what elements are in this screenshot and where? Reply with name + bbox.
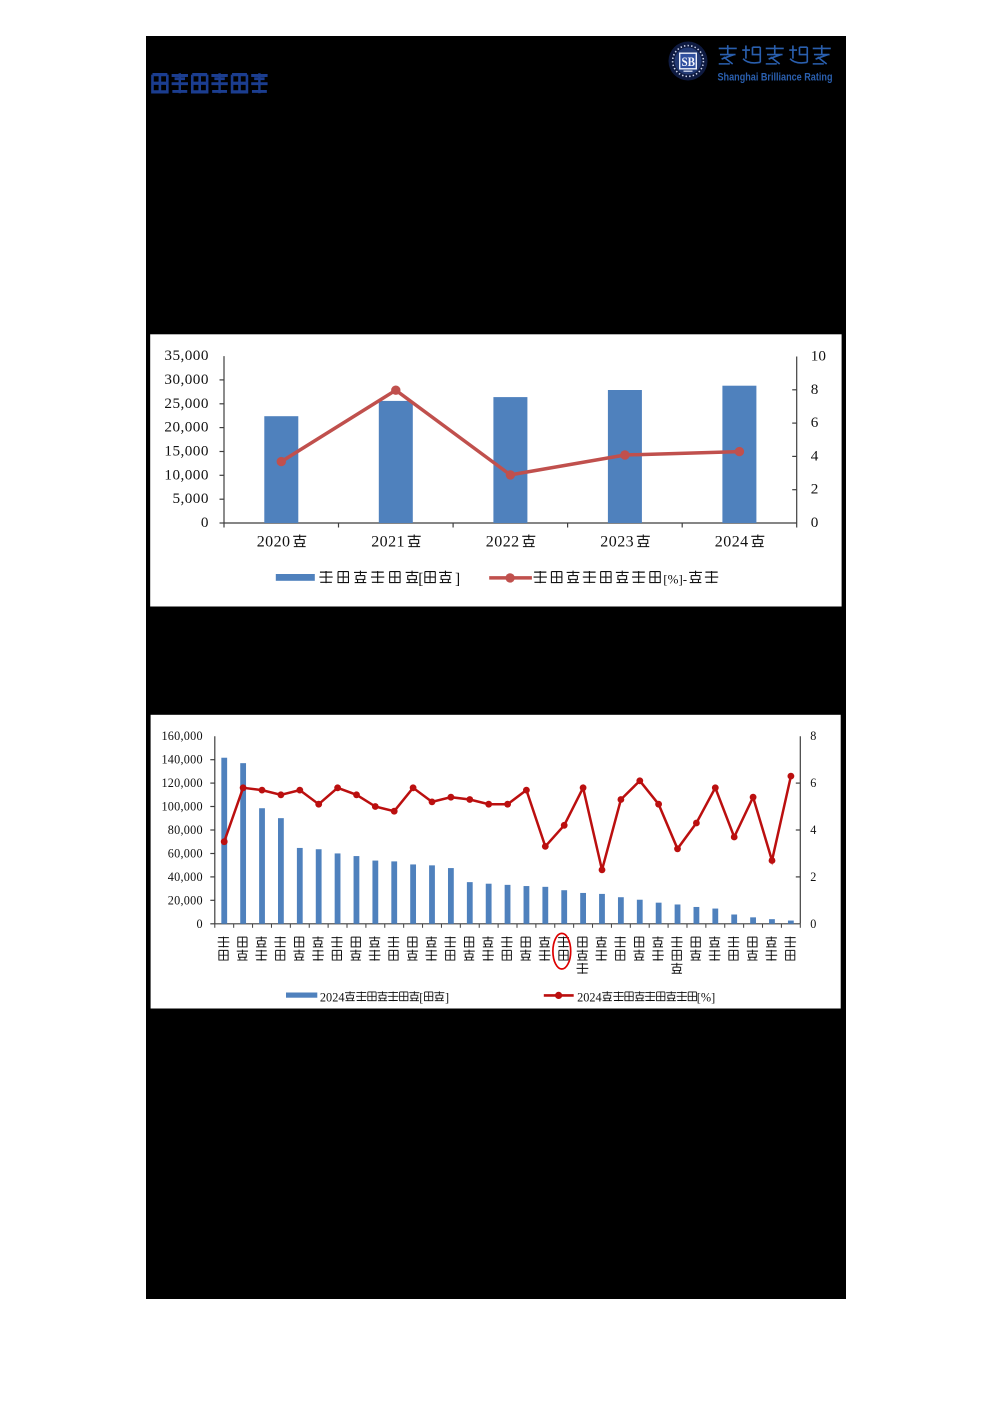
svg-text:2024: 2024: [320, 990, 345, 1004]
svg-text:15,000: 15,000: [164, 443, 208, 460]
svg-text:[%]: [%]: [697, 990, 715, 1004]
svg-text:20,000: 20,000: [168, 893, 203, 907]
svg-text:2024: 2024: [715, 533, 749, 550]
svg-text:40,000: 40,000: [168, 870, 203, 884]
svg-text:4: 4: [810, 823, 816, 837]
svg-text:2023: 2023: [600, 533, 634, 550]
svg-text:4: 4: [811, 447, 819, 464]
svg-text:6: 6: [810, 776, 816, 790]
svg-text:10: 10: [811, 348, 827, 365]
svg-text:0: 0: [810, 917, 816, 931]
svg-text:]: ]: [445, 990, 449, 1004]
svg-text:160,000: 160,000: [161, 729, 202, 743]
svg-text:100,000: 100,000: [161, 800, 202, 814]
svg-text:8: 8: [810, 729, 816, 743]
svg-text:SB: SB: [681, 55, 695, 69]
svg-text:Shanghai Brilliance Rating: Shanghai Brilliance Rating: [718, 71, 833, 83]
svg-text:[: [: [419, 990, 423, 1004]
svg-text:5,000: 5,000: [172, 490, 208, 507]
svg-text:2021: 2021: [371, 533, 405, 550]
svg-text:2: 2: [810, 870, 816, 884]
svg-text:35,000: 35,000: [164, 347, 208, 364]
svg-text:]: ]: [455, 571, 460, 588]
svg-text:2024: 2024: [577, 990, 602, 1004]
svg-text:8: 8: [811, 381, 819, 398]
svg-text:30,000: 30,000: [164, 371, 208, 388]
svg-text:2: 2: [811, 481, 819, 498]
svg-text:6: 6: [811, 414, 819, 431]
svg-text:0: 0: [811, 514, 819, 531]
svg-text:10,000: 10,000: [164, 466, 208, 483]
svg-text:2020: 2020: [257, 533, 291, 550]
svg-text:140,000: 140,000: [161, 753, 202, 767]
svg-text:60,000: 60,000: [168, 847, 203, 861]
svg-text:25,000: 25,000: [164, 395, 208, 412]
svg-text:[: [: [418, 571, 423, 588]
svg-text:[%]-: [%]-: [663, 572, 687, 587]
svg-text:20,000: 20,000: [164, 419, 208, 436]
svg-text:80,000: 80,000: [168, 823, 203, 837]
svg-text:0: 0: [196, 917, 202, 931]
svg-text:2022: 2022: [486, 533, 520, 550]
svg-text:120,000: 120,000: [161, 776, 202, 790]
svg-text:0: 0: [201, 514, 209, 531]
